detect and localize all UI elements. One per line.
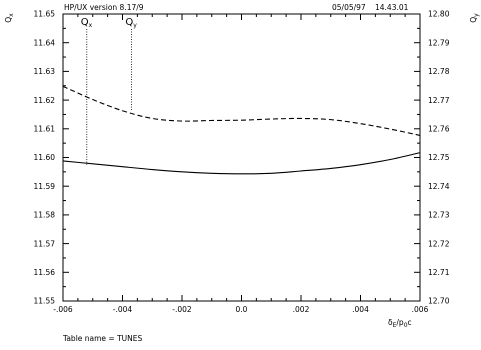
x-tick-label: -.006 [53,305,73,314]
y-right-tick-label: 12.75 [428,153,450,162]
y-left-tick-label: 11.62 [34,96,56,105]
y-left-tick-label: 11.60 [34,153,56,162]
x-tick-label: -.002 [172,305,192,314]
y-right-tick-label: 12.77 [428,96,450,105]
y-right-tick-label: 12.71 [428,268,450,277]
y-right-tick-label: 12.72 [428,239,450,248]
qx-series-line [62,152,421,175]
y-left-tick-label: 11.59 [34,182,56,191]
marker-label: Qy [125,17,137,29]
tune-markers: Qx Qy [81,17,137,165]
x-tick-label: .004 [352,305,369,314]
marker-label: Qx [81,17,93,29]
axis-ticks [62,13,421,302]
footer-table-name: Table name = TUNES [62,334,143,343]
y-right-tick-label: 12.76 [428,125,450,134]
y-right-tick-label: 12.78 [428,67,450,76]
y-left-tick-label: 11.56 [34,268,56,277]
y-right-tick-label: 12.80 [428,10,450,19]
y-right-tick-label: 12.70 [428,297,450,306]
y-left-axis-label: Qx [4,13,15,23]
y-left-tick-label: 11.63 [34,67,56,76]
header-date: 05/05/97 [332,3,366,12]
x-tick-label: 0.0 [236,305,248,314]
x-tick-label: .002 [293,305,310,314]
x-tick-label: -.004 [113,305,133,314]
header-version: HP/UX version 8.17/9 [64,3,144,12]
y-left-tick-label: 11.57 [34,239,56,248]
x-tick-label: .006 [412,305,429,314]
y-right-tick-label: 12.73 [428,211,450,220]
plot-frame [62,13,421,302]
y-right-axis-label: Qy [469,13,480,23]
header-time: 14.43.01 [375,3,409,12]
x-axis-label: δE/p0c [388,318,412,329]
axis-labels: Qx Qy δE/p0c [4,13,480,329]
series-lines [62,85,421,175]
y-left-tick-label: 11.55 [34,297,56,306]
tick-labels: -.006 -.004 -.002 0.0 .002 .004 .006 11.55 11.56… [34,10,450,314]
y-left-tick-label: 11.65 [34,10,56,19]
y-left-tick-label: 11.61 [34,125,56,134]
qy-series-line [62,85,421,136]
y-right-tick-label: 12.74 [428,182,450,191]
y-left-tick-label: 11.58 [34,211,56,220]
y-left-tick-label: 11.64 [34,38,56,47]
y-right-tick-label: 12.79 [428,38,450,47]
